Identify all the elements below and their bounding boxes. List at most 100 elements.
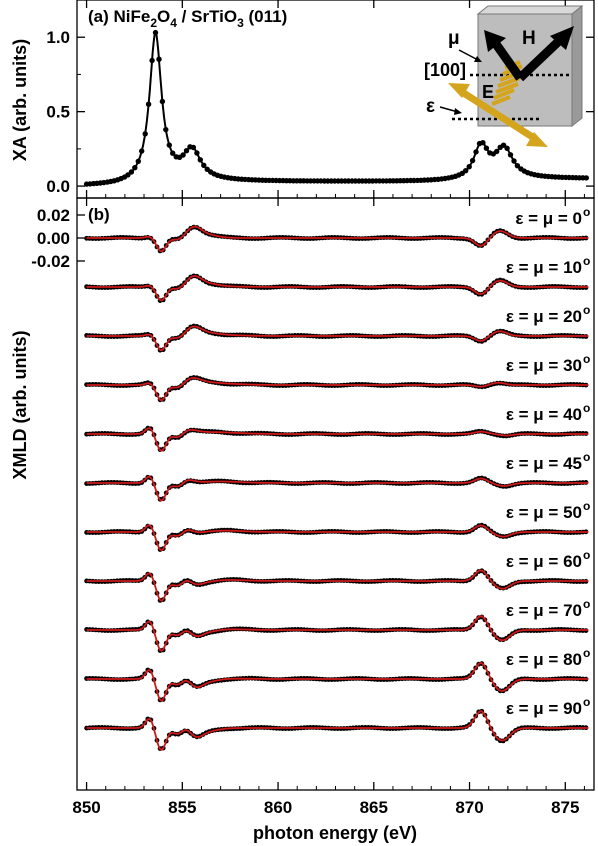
xmld-series — [84, 375, 589, 403]
panel-b-ytick-label: 0.02 — [37, 206, 70, 225]
angle-label: ε = μ = 60 — [506, 552, 582, 571]
inset-e-label: E — [482, 82, 494, 102]
mu-arrowhead — [484, 30, 506, 52]
xmld-fit-line — [86, 275, 589, 302]
xa-data-point — [132, 165, 138, 171]
xa-data-point — [149, 57, 155, 64]
xa-data-point — [163, 126, 169, 133]
panel-b-ytick-label: 0.00 — [37, 229, 70, 248]
panel-b-plot — [84, 224, 589, 751]
angle-degree-mark: o — [583, 401, 590, 415]
xa-data-point — [152, 29, 159, 36]
xa-data-point — [469, 157, 476, 164]
xmld-fit-line — [86, 524, 589, 552]
angle-degree-mark: o — [583, 303, 590, 317]
x-tick-label: 850 — [72, 798, 100, 817]
xa-data-point — [480, 140, 486, 146]
angle-label: ε = μ = 20 — [506, 307, 582, 326]
angle-label: ε = μ = 50 — [506, 503, 582, 522]
angle-label: ε = μ = 90 — [506, 699, 582, 718]
xa-data-point — [201, 162, 207, 168]
xa-data-point — [170, 150, 176, 156]
angle-degree-mark: o — [583, 205, 590, 219]
angle-label: ε = μ = 40 — [506, 405, 582, 424]
x-tick-label: 875 — [551, 798, 579, 817]
xmld-series — [84, 614, 589, 653]
panel-a-ytick-label: 0.5 — [46, 103, 70, 122]
xmld-fit-line — [86, 377, 589, 402]
angle-label: ε = μ = 0 — [515, 209, 582, 228]
angle-degree-mark: o — [583, 499, 590, 513]
inset-mu-label: μ — [448, 28, 460, 49]
panel-a-xa-spectrum: 0.0 0.5 1.0 (a) NiFe2O4 / SrTiO3 (011) XA … — [10, 0, 595, 199]
angle-degree-mark: o — [583, 548, 590, 562]
xmld-fit-line — [86, 662, 589, 702]
xmld-series — [84, 661, 589, 703]
x-tick-label: 860 — [264, 798, 292, 817]
xa-data-point — [142, 131, 148, 137]
angle-degree-mark: o — [583, 254, 590, 268]
xmld-fit-line — [86, 427, 589, 452]
panel-a-plot — [83, 29, 589, 187]
angle-label: ε = μ = 10 — [506, 258, 582, 277]
angle-degree-mark: o — [583, 597, 590, 611]
xa-data-point — [494, 148, 500, 155]
e-field-arrowhead-left — [448, 83, 470, 98]
panel-a-ylabel: XA (arb. units) — [10, 39, 30, 161]
panel-b-angle-labels: ε = μ = 0 oε = μ = 10 oε = μ = 20 oε = μ = … — [506, 205, 590, 718]
xa-data-point — [183, 148, 190, 154]
xmld-series — [84, 323, 589, 353]
xa-data-point — [463, 168, 469, 174]
inset-epsilon-label: ε — [426, 96, 435, 117]
xmld-fit-line — [86, 569, 589, 602]
geometry-inset: μ H [100] E ε — [424, 4, 584, 147]
panel-a-label: (a) NiFe2O4 / SrTiO3 (011) — [88, 7, 287, 30]
xa-data-point — [483, 145, 490, 151]
xa-data-point — [166, 142, 172, 148]
panel-b-ticks: 850 855 860 865 870 875 0.02 0.00 -0.02 — [31, 198, 585, 817]
angle-label: ε = μ = 30 — [506, 356, 582, 375]
xa-data-point — [180, 152, 186, 158]
x-tick-label: 870 — [455, 798, 483, 817]
inset-box-side — [571, 4, 583, 128]
mu-pointer-line — [458, 49, 479, 61]
xa-data-point — [507, 152, 514, 158]
xa-data-point — [197, 157, 203, 163]
angle-label: ε = μ = 80 — [506, 650, 582, 669]
inset-100-label: [100] — [424, 60, 466, 80]
xa-data-point — [511, 158, 517, 164]
xmld-fit-line — [86, 615, 589, 652]
xmld-fit-line — [86, 225, 589, 253]
mu-arrow-shaft — [492, 41, 524, 81]
panel-b-ytick-label: -0.02 — [31, 252, 70, 271]
x-tick-label: 855 — [168, 798, 196, 817]
e-field-arrowhead-right — [526, 132, 548, 147]
xmld-fit-line — [86, 325, 589, 352]
xa-data-point — [194, 150, 200, 156]
xmld-series — [84, 425, 589, 452]
mu-pointer-head — [474, 56, 482, 62]
e-field-arrow-shaft — [460, 89, 536, 141]
xa-data-point — [190, 144, 197, 151]
x-axis-title: photon energy (eV) — [253, 823, 417, 843]
xmld-series — [84, 522, 589, 552]
xmld-series — [84, 224, 589, 254]
xmld-series — [84, 273, 589, 303]
h-arrow-shaft — [516, 36, 564, 82]
xmld-fit-line — [86, 475, 589, 502]
angle-degree-mark: o — [583, 646, 590, 660]
xmld-series — [84, 474, 589, 502]
panel-b-ylabel: XMLD (arb. units) — [10, 331, 30, 480]
xa-data-point — [466, 164, 472, 170]
xa-data-point — [135, 158, 141, 164]
eps-pointer-head — [454, 108, 462, 115]
panel-b-xmld-spectra: 850 855 860 865 870 875 0.02 0.00 -0.02 ε = μ = … — [10, 197, 595, 843]
xa-data-point — [128, 169, 135, 175]
xa-data-point — [504, 145, 510, 151]
h-arrowhead — [550, 26, 574, 50]
inset-box-top — [476, 5, 584, 15]
xa-data-point — [473, 149, 479, 155]
xa-data-point — [514, 163, 521, 169]
panel-a-ticks: 0.0 0.5 1.0 — [46, 0, 594, 198]
